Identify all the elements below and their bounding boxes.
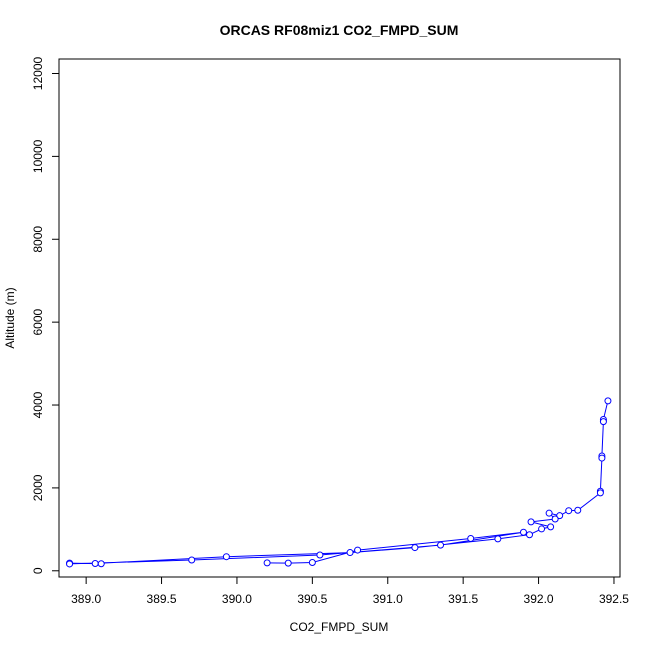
chart-title: ORCAS RF08miz1 CO2_FMPD_SUM [220, 22, 459, 38]
data-point [596, 489, 604, 497]
x-tick-label: 390.0 [222, 592, 252, 606]
data-point [547, 523, 555, 531]
x-tick-label: 389.0 [71, 592, 101, 606]
data-point [527, 518, 535, 526]
data-point [188, 556, 196, 564]
data-point [97, 560, 105, 568]
data-point [316, 551, 324, 559]
data-point [599, 418, 607, 426]
data-point [354, 546, 362, 554]
data-point [551, 515, 559, 523]
data-point [222, 553, 230, 561]
data-point [91, 560, 99, 568]
y-axis: 0 2000 4000 6000 8000 10000 12000 [31, 56, 59, 574]
data-point [66, 560, 74, 568]
data-point [346, 549, 354, 557]
y-tick-label: 0 [31, 567, 45, 574]
data-point [411, 544, 419, 552]
data-point [519, 528, 527, 536]
y-tick-label: 2000 [31, 474, 45, 501]
data-point [494, 535, 502, 543]
x-tick-label: 392.0 [524, 592, 554, 606]
x-tick-label: 390.5 [297, 592, 327, 606]
x-tick-label: 389.5 [147, 592, 177, 606]
y-tick-label: 8000 [31, 226, 45, 253]
x-axis: 389.0 389.5 390.0 390.5 391.0 391.5 392.0 392.5 [71, 577, 629, 606]
x-axis-label: CO2_FMPD_SUM [290, 620, 389, 634]
data-point [556, 512, 564, 520]
data-point [574, 506, 582, 514]
data-point [538, 525, 546, 533]
data-point [565, 507, 573, 515]
y-tick-label: 12000 [31, 56, 45, 90]
x-tick-label: 392.5 [599, 592, 629, 606]
y-tick-label: 4000 [31, 391, 45, 418]
data-point [604, 397, 612, 405]
y-tick-label: 10000 [31, 139, 45, 173]
x-tick-label: 391.5 [448, 592, 478, 606]
y-axis-label: Altitude (m) [3, 287, 17, 348]
data-point [437, 541, 445, 549]
x-tick-label: 391.0 [373, 592, 403, 606]
data-point [598, 454, 606, 462]
data-point [545, 509, 553, 517]
data-point [284, 559, 292, 567]
data-point [308, 558, 316, 566]
series-points [66, 397, 612, 568]
y-tick-label: 6000 [31, 308, 45, 335]
data-point [263, 559, 271, 567]
data-point [467, 534, 475, 542]
plot-frame [58, 58, 621, 578]
data-point [526, 531, 534, 539]
